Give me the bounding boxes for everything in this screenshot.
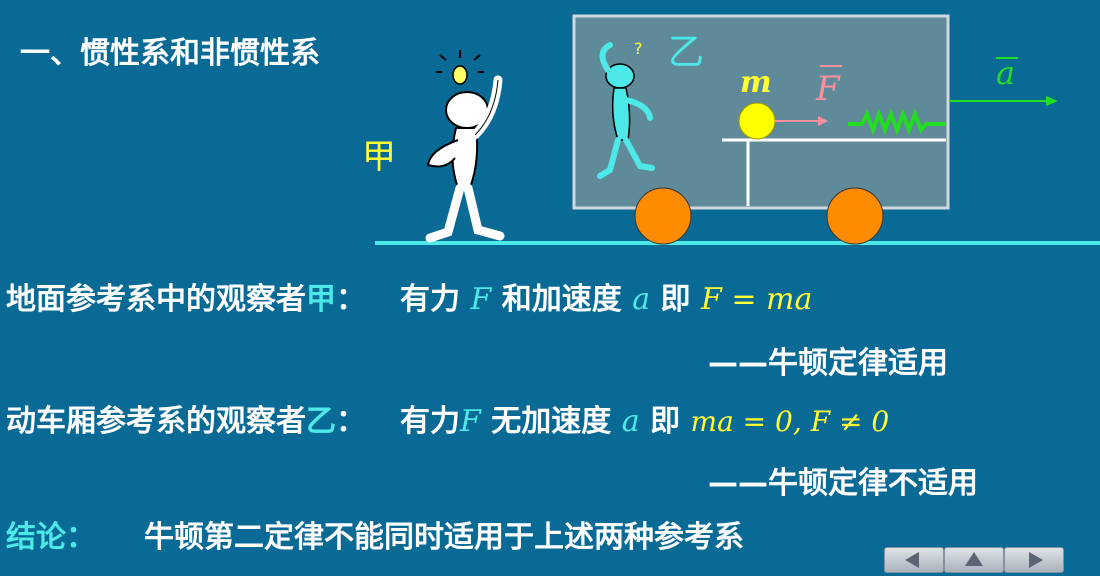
line3-text-2: 无加速度 [491, 404, 612, 439]
line1-text-1: 有力 [400, 282, 460, 317]
home-button[interactable] [944, 547, 1004, 573]
line-newton-applies: ——牛顿定律适用 [708, 346, 948, 381]
line-newton-not-applies: ——牛顿定律不适用 [708, 466, 978, 501]
line3-text-1: 有力 [400, 404, 460, 439]
observer-b-figure [597, 42, 655, 179]
mass-label: m [740, 65, 772, 100]
wheel-right [826, 187, 884, 245]
prev-button[interactable] [884, 547, 944, 573]
accel-arrowhead [1046, 96, 1058, 106]
line1-math-accel: a [632, 282, 651, 317]
spring [848, 108, 946, 136]
accel-label: a [996, 54, 1015, 92]
observer-b-label: 乙 [668, 32, 704, 73]
inertial-frame-figure: m F a 甲 ? 乙 [362, 14, 1100, 245]
line1-math-force: F [470, 282, 492, 317]
line1-text-3: 即 [660, 282, 691, 317]
line3-text-3: 即 [650, 404, 681, 439]
line3-math-accel: a [621, 404, 640, 439]
line3-math-force: F [460, 404, 481, 439]
observer-a-figure [425, 75, 505, 243]
line1-colon: ： [336, 282, 366, 317]
line3-observer: 乙 [306, 404, 336, 439]
question-mark: ? [634, 39, 643, 58]
home-arrow-icon [965, 552, 983, 566]
line1-text-2: 和加速度 [501, 282, 622, 317]
idea-rays [436, 50, 484, 73]
prev-arrow-icon [905, 552, 919, 568]
next-arrow-icon [1029, 552, 1043, 568]
line3-colon: ： [336, 404, 366, 439]
conclusion-label: 结论： [6, 520, 96, 555]
line1-equation: F = ma [700, 282, 813, 317]
line1-observer: 甲 [306, 282, 336, 317]
wheel-left [634, 187, 692, 245]
line-observer-b: 动车厢参考系的观察者乙： 有力F 无加速度 a 即 ma = 0, F ≠ 0 [6, 396, 889, 440]
line3-equation: ma = 0, F ≠ 0 [690, 405, 890, 438]
next-button[interactable] [1004, 547, 1064, 573]
force-arrowhead [818, 116, 828, 126]
mass-ball [738, 102, 776, 140]
force-label: F [815, 69, 841, 109]
conclusion: 结论： 牛顿第二定律不能同时适用于上述两种参考系 [6, 512, 744, 556]
line-observer-a: 地面参考系中的观察者甲： 有力 F 和加速度 a 即 F = ma [6, 274, 812, 318]
observer-a-label: 甲 [362, 137, 396, 177]
line1-prefix: 地面参考系中的观察者 [6, 282, 306, 317]
slide-title: 一、惯性系和非惯性系 [20, 36, 320, 71]
line3-prefix: 动车厢参考系的观察者 [6, 404, 306, 439]
lightbulb-icon [452, 65, 468, 85]
conclusion-text: 牛顿第二定律不能同时适用于上述两种参考系 [144, 520, 744, 555]
